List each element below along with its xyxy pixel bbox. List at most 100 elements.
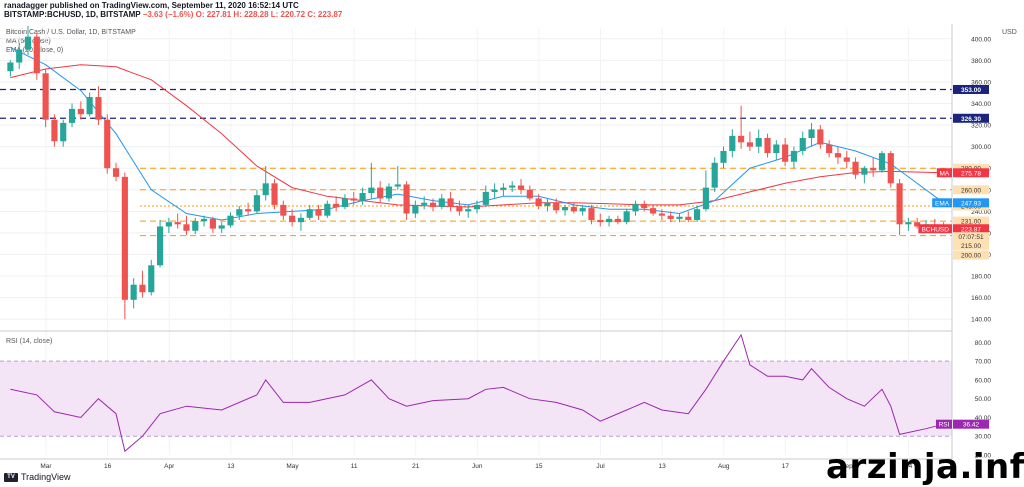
candle-body	[887, 153, 894, 184]
time-tick-label: 16	[104, 463, 112, 470]
symbol-line: BITSTAMP:BCHUSD, 1D, BITSTAMP	[4, 10, 141, 19]
candle-body	[412, 204, 419, 214]
candle-body	[315, 209, 322, 216]
price-value-badge	[953, 232, 989, 242]
candle-body	[245, 209, 252, 212]
rsi-tick-label: 50.00	[975, 396, 992, 403]
candle-body	[764, 138, 771, 154]
time-tick-label: 11	[351, 463, 358, 470]
rsi-tick-label: 20.00	[975, 453, 992, 460]
candle-body	[570, 207, 577, 212]
logo-text: TradingView	[21, 472, 71, 482]
candle-body	[694, 209, 701, 220]
time-tick-label: 14	[905, 463, 913, 470]
level-badge	[953, 185, 989, 195]
price-tick-label: 160.00	[971, 295, 991, 302]
candle-body	[808, 129, 815, 139]
candle-body	[183, 224, 190, 231]
price-value-badge	[953, 224, 989, 234]
price-value-label: 275.78	[961, 170, 981, 177]
candle-body	[306, 209, 313, 218]
candle-body	[104, 119, 111, 169]
symbol-ohlc-line: BITSTAMP:BCHUSD, 1D, BITSTAMP −3.63 (−1.…	[4, 10, 342, 19]
candle-body	[236, 209, 243, 216]
price-value-label: 215.00	[961, 243, 981, 250]
candle-body	[253, 195, 260, 212]
rsi-tag-badge	[936, 419, 952, 429]
price-tick-label: 240.00	[971, 209, 991, 216]
candle-body	[262, 183, 269, 196]
candle-body	[561, 207, 569, 211]
rsi-tick-label: 60.00	[975, 377, 992, 384]
time-tick-label: Jul	[596, 463, 605, 470]
candle-body	[826, 144, 833, 154]
change-value: −3.63 (−1.6%)	[142, 10, 194, 19]
publisher-line: ranadagger published on TradingView.com,…	[4, 1, 299, 10]
candle-body	[60, 122, 67, 142]
candle-body	[870, 168, 877, 171]
candle-body	[544, 202, 551, 206]
level-badge-label: 231.00	[961, 219, 981, 226]
candle-body	[773, 144, 780, 154]
price-tag-badge	[936, 168, 952, 178]
candle-body	[658, 213, 665, 216]
candle-body	[711, 162, 718, 188]
candle-body	[350, 198, 357, 201]
candle-body	[385, 186, 393, 199]
rsi-line	[10, 333, 944, 453]
price-tag-label: EMA	[935, 200, 950, 207]
price-tag-label: MA	[940, 170, 950, 177]
candle-body	[359, 193, 366, 201]
rsi-tick-label: 70.00	[975, 359, 992, 366]
time-tick-label: 17	[782, 463, 790, 470]
candle-body	[755, 138, 762, 147]
candle-body	[227, 215, 234, 226]
time-tick-label: Jun	[472, 463, 483, 470]
price-tick-label: 400.00	[971, 36, 991, 43]
candle-body	[526, 189, 533, 199]
candle-body	[746, 142, 753, 147]
candle-body	[16, 49, 23, 63]
candle-body	[597, 219, 604, 223]
rsi-tick-label: 40.00	[975, 415, 992, 422]
candle-body	[324, 203, 331, 216]
level-badge	[953, 113, 989, 123]
candle-body	[130, 284, 137, 300]
candle-body	[51, 119, 58, 142]
candle-body	[579, 208, 586, 212]
level-badge	[953, 163, 989, 173]
candle-body	[86, 97, 93, 115]
candle-body	[738, 135, 745, 143]
candle-body	[782, 144, 789, 162]
candle-body	[218, 225, 225, 229]
candle-body	[174, 222, 181, 225]
candle-body	[394, 184, 401, 187]
price-value-badge	[953, 250, 989, 260]
time-tick-label: 15	[535, 463, 543, 470]
price-tick-label: 380.00	[971, 58, 991, 65]
candle-body	[790, 150, 798, 162]
rsi-band	[0, 361, 952, 437]
watermark: arzinja.info	[826, 447, 1024, 487]
candle-body	[139, 284, 146, 293]
level-badge-label: 260.00	[961, 187, 981, 194]
candle-body	[456, 207, 463, 212]
candle-body	[421, 202, 428, 205]
candle-body	[632, 203, 639, 212]
rsi-legend: RSI (14, close)	[6, 338, 53, 345]
candle-body	[24, 36, 32, 50]
candle-body	[914, 222, 921, 227]
price-tick-label: 340.00	[971, 101, 991, 108]
price-value-label: 200.00	[961, 253, 981, 260]
candle-body	[641, 203, 648, 209]
candle-body	[209, 218, 216, 229]
candle-body	[509, 185, 516, 188]
time-tick-label: 13	[227, 463, 235, 470]
candle-body	[465, 209, 472, 212]
candle-body	[500, 187, 507, 190]
time-tick-label: 13	[659, 463, 667, 470]
candle-body	[905, 222, 912, 225]
currency-label: USD	[1002, 29, 1017, 36]
